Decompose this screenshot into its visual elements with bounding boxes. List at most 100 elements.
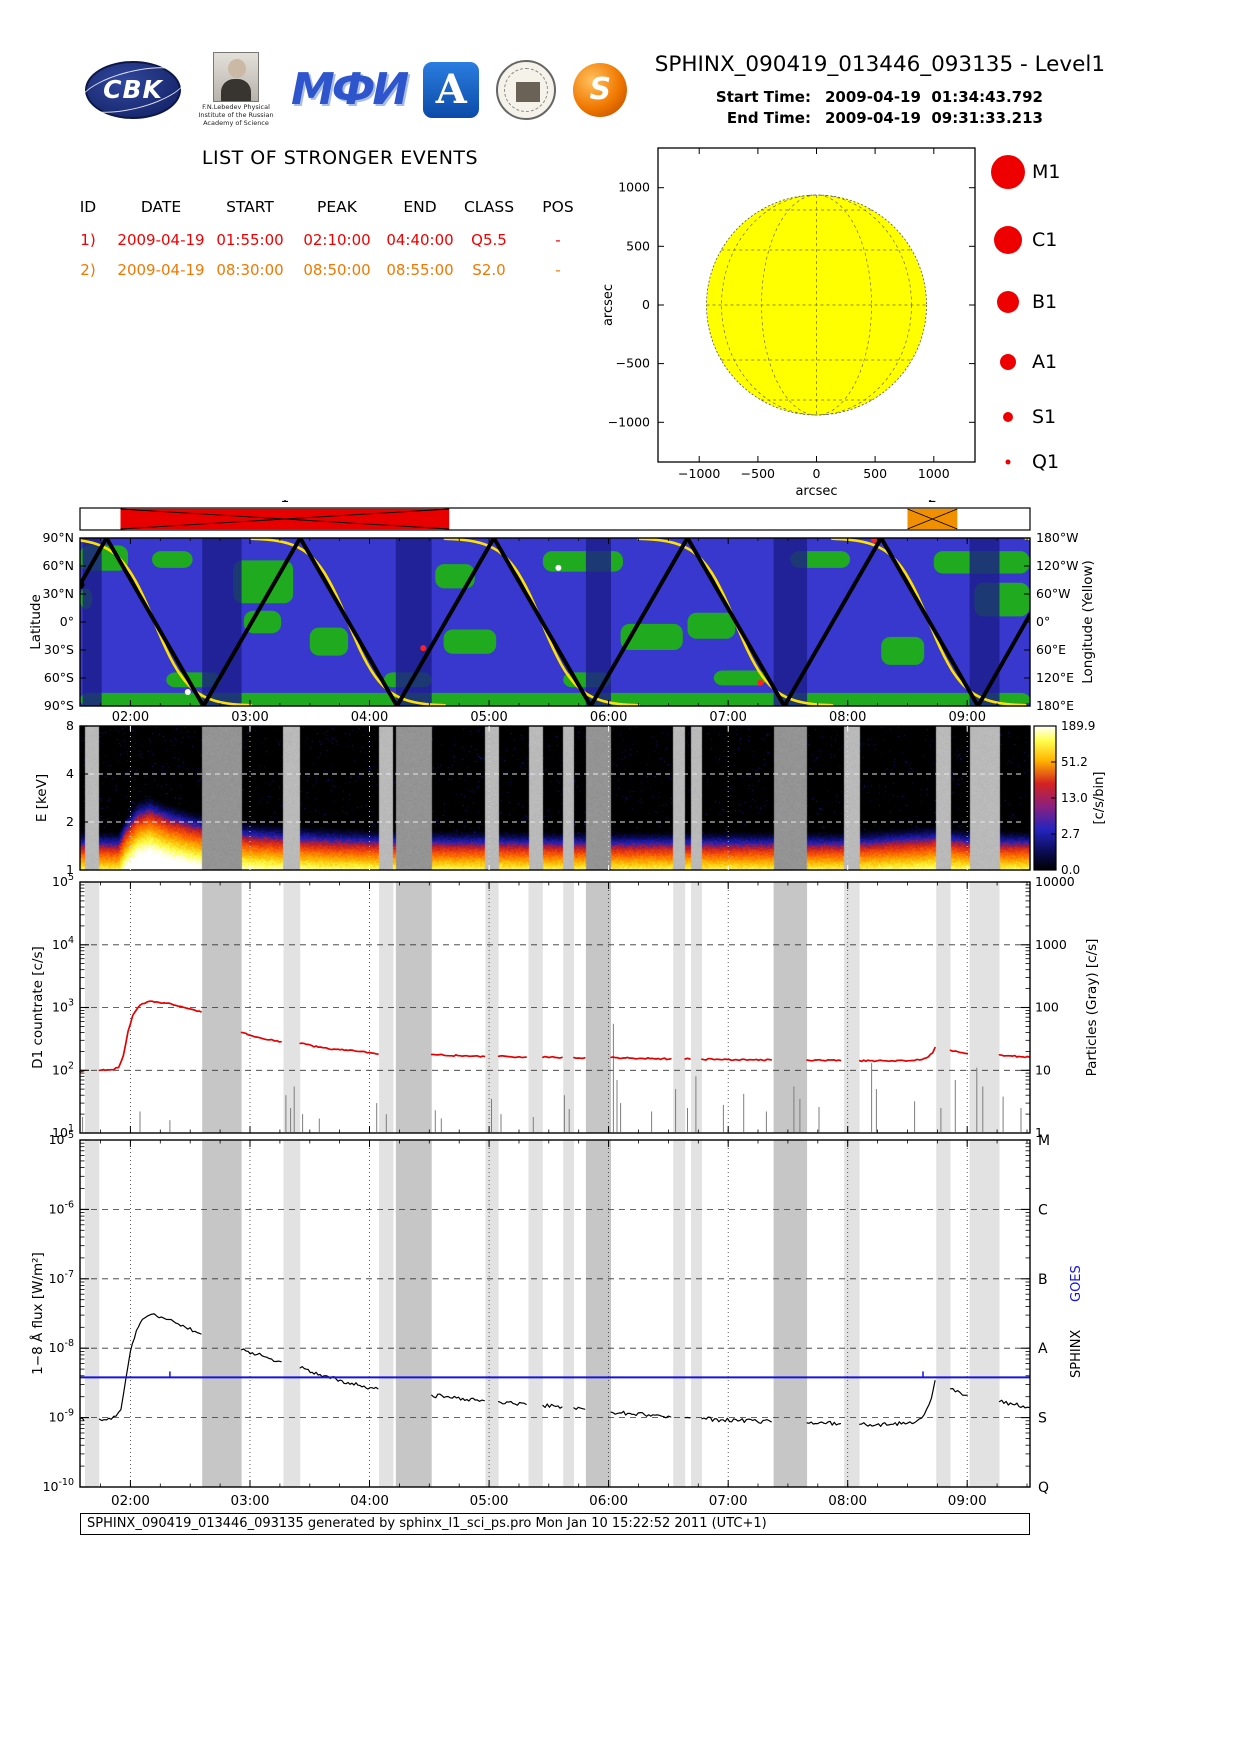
sphinx-swirl-label: S — [589, 72, 612, 108]
svg-text:−1000: −1000 — [608, 414, 650, 429]
svg-text:60°N: 60°N — [42, 558, 74, 573]
events-title: LIST OF STRONGER EVENTS — [201, 147, 479, 169]
svg-text:10-7: 10-7 — [49, 1269, 74, 1286]
spectrogram-heatmap-canvas — [80, 726, 1030, 870]
svg-text:M: M — [1038, 1133, 1050, 1149]
svg-text:[c/s/bin]: [c/s/bin] — [1092, 772, 1107, 825]
svg-text:B: B — [1038, 1272, 1048, 1288]
event2-start: 08:30:00 — [216, 261, 284, 279]
svg-text:05:00: 05:00 — [470, 710, 507, 725]
svg-text:30°N: 30°N — [42, 586, 74, 601]
svg-text:08:00: 08:00 — [829, 710, 866, 725]
event-row-2: 2) 2009-04-19 08:30:00 08:50:00 08:55:00… — [60, 261, 598, 279]
svg-text:Particles (Gray) [c/s]: Particles (Gray) [c/s] — [1084, 939, 1100, 1077]
svg-text:C1: C1 — [1032, 229, 1057, 251]
time-series-svg: 1290°N180°W60°N120°W30°N60°W0°0°30°S60°E… — [28, 490, 1107, 1509]
flare-size-legend-dot-S1 — [1003, 412, 1013, 422]
flare-size-legend-dot-C1 — [994, 226, 1022, 254]
lebedev-portrait-image — [213, 52, 259, 102]
lebedev-caption: F.N.Lebedev Physical Institute of the Ru… — [198, 103, 274, 127]
col-start: START — [226, 198, 274, 216]
svg-text:C: C — [1038, 1202, 1048, 1218]
solar-disk-svg: −1000 −500 0 500 1000 1000 500 0 −500 −1000 arcsec… — [601, 147, 1060, 499]
svg-text:1000: 1000 — [1035, 937, 1067, 952]
svg-text:−1000: −1000 — [678, 466, 720, 481]
svg-text:−500: −500 — [741, 466, 775, 481]
title-block: SPHINX_090419_013446_093135 - Level1 Sta… — [580, 52, 1105, 127]
svg-text:02:00: 02:00 — [112, 710, 149, 725]
svg-text:10-5: 10-5 — [49, 1130, 74, 1147]
event-row-1: 1) 2009-04-19 01:55:00 02:10:00 04:40:00… — [60, 231, 598, 249]
page-title: SPHINX_090419_013446_093135 - Level1 — [654, 52, 1105, 77]
svg-text:500: 500 — [626, 238, 650, 253]
event2-id: 2) — [80, 261, 96, 279]
svg-text:1: 1 — [280, 500, 289, 506]
logo-university-seal — [496, 59, 557, 120]
logo-cbk: CBK — [75, 57, 191, 122]
svg-text:03:00: 03:00 — [231, 1493, 270, 1509]
flare-size-legend-dot-A1 — [1000, 354, 1016, 370]
svg-text:04:00: 04:00 — [351, 710, 388, 725]
svg-text:1−8 Å flux [W/m²]: 1−8 Å flux [W/m²] — [29, 1252, 46, 1375]
solar-disk-plot: −1000 −500 0 500 1000 1000 500 0 −500 −1000 arcsec… — [0, 140, 1240, 510]
event1-class: Q5.5 — [471, 231, 507, 249]
svg-text:S1: S1 — [1032, 406, 1056, 428]
svg-text:Q: Q — [1038, 1480, 1049, 1496]
svg-text:189.9: 189.9 — [1061, 719, 1095, 733]
event2-end: 08:55:00 — [386, 261, 454, 279]
svg-text:120°W: 120°W — [1036, 558, 1078, 573]
svg-text:0: 0 — [642, 297, 650, 312]
svg-text:60°S: 60°S — [44, 670, 74, 685]
time-series-panels: 1290°N180°W60°N120°W30°N60°W0°0°30°S60°E… — [0, 490, 1240, 1545]
solar-grid — [706, 194, 927, 416]
spectrogram-panel-overlay: 8 4 2 1 E [keV] 189.9 51.2 13.0 2.7 0.0 [c/s/bin] — [34, 718, 1107, 877]
end-time-value: 2009-04-19 09:31:33.213 — [824, 109, 1043, 127]
svg-text:0: 0 — [813, 466, 821, 481]
svg-text:2: 2 — [928, 500, 937, 506]
svg-text:10: 10 — [1035, 1062, 1051, 1077]
svg-text:09:00: 09:00 — [948, 1493, 987, 1509]
svg-text:03:00: 03:00 — [231, 710, 268, 725]
svg-text:0°: 0° — [60, 614, 74, 629]
svg-text:GOES: GOES — [1069, 1265, 1084, 1302]
svg-text:103: 103 — [52, 998, 74, 1015]
svg-text:B1: B1 — [1032, 291, 1057, 313]
event1-id: 1) — [80, 231, 96, 249]
end-time-label: End Time: — [726, 109, 811, 127]
svg-text:60°E: 60°E — [1036, 642, 1066, 657]
event2-peak: 08:50:00 — [303, 261, 371, 279]
event2-pos: - — [555, 261, 561, 279]
footer-caption: SPHINX_090419_013446_093135 generated by… — [80, 1513, 1030, 1535]
svg-text:Latitude: Latitude — [28, 594, 44, 650]
arch-label: A — [435, 66, 467, 114]
event1-date: 2009-04-19 — [117, 231, 205, 249]
col-pos: POS — [542, 198, 574, 216]
event1-start: 01:55:00 — [216, 231, 284, 249]
orbit-ground-track-panel: 90°N 180°W 60°N 120°W 30°N 60°W 0° 0° 30°S 60°E 60… — [28, 530, 1096, 725]
svg-text:M1: M1 — [1032, 161, 1060, 183]
col-date: DATE — [140, 198, 182, 216]
svg-text:102: 102 — [52, 1060, 74, 1077]
svg-text:90°N: 90°N — [42, 530, 74, 545]
start-time-row: Start Time: 2009-04-19 01:34:43.792 — [580, 88, 1105, 106]
svg-text:100: 100 — [1035, 1000, 1059, 1015]
svg-text:104: 104 — [52, 935, 74, 952]
event-timeline-bar: 12 — [79, 490, 1031, 531]
svg-text:1: 1 — [1035, 1125, 1043, 1140]
svg-text:E [keV]: E [keV] — [34, 774, 50, 822]
start-time-value: 2009-04-19 01:34:43.792 — [824, 88, 1043, 106]
svg-text:A1: A1 — [1032, 351, 1057, 373]
svg-text:Longitude (Yellow): Longitude (Yellow) — [1080, 560, 1096, 684]
logo-mephi: МФИ — [291, 64, 409, 115]
svg-text:8: 8 — [66, 718, 74, 733]
svg-text:90°S: 90°S — [44, 698, 74, 713]
cbk-label: CBK — [103, 75, 163, 105]
svg-text:10-6: 10-6 — [49, 1199, 74, 1216]
svg-text:1000: 1000 — [618, 180, 650, 195]
svg-text:arcsec: arcsec — [795, 484, 837, 499]
col-id: ID — [79, 198, 97, 216]
svg-text:2: 2 — [66, 814, 74, 829]
col-peak: PEAK — [317, 198, 357, 216]
svg-text:10-10: 10-10 — [43, 1477, 74, 1494]
